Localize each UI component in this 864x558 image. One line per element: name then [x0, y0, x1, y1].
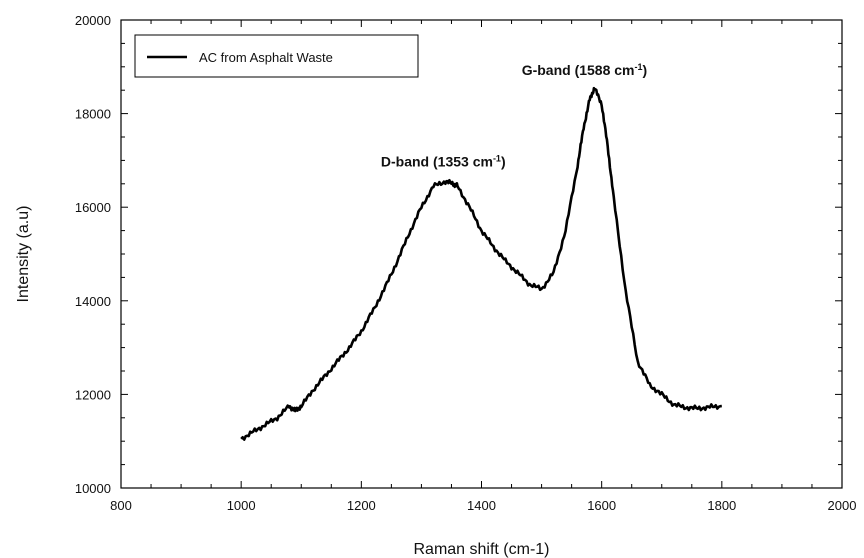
plot-frame — [120, 19, 843, 489]
d-band-annotation: D-band (1353 cm-1) — [381, 153, 506, 169]
x-tick-label: 2000 — [828, 498, 857, 513]
y-tick-label: 12000 — [75, 387, 111, 402]
y-tick-label: 20000 — [75, 13, 111, 28]
y-tick-label: 10000 — [75, 481, 111, 496]
axes — [120, 19, 843, 489]
y-tick-label: 14000 — [75, 294, 111, 309]
legend-label: AC from Asphalt Waste — [199, 50, 333, 65]
x-tick-label: 1800 — [707, 498, 736, 513]
y-axis-title: Intensity (a.u) — [15, 206, 32, 303]
x-axis-title: Raman shift (cm-1) — [413, 541, 549, 558]
g-band-annotation: G-band (1588 cm-1) — [522, 62, 648, 78]
x-ticks: 800 1000 1200 1400 1600 1800 2000 — [110, 20, 856, 513]
y-tick-label: 18000 — [75, 107, 111, 122]
y-tick-label: 16000 — [75, 200, 111, 215]
series-group — [240, 86, 722, 441]
legend: AC from Asphalt Waste — [134, 34, 419, 78]
x-tick-label: 1000 — [227, 498, 256, 513]
legend-box — [134, 34, 419, 78]
series-line — [240, 86, 722, 441]
y-ticks: 10000 12000 14000 16000 18000 20000 — [75, 13, 842, 496]
x-tick-label: 800 — [110, 498, 132, 513]
x-tick-label: 1200 — [347, 498, 376, 513]
x-tick-label: 1600 — [587, 498, 616, 513]
x-tick-label: 1400 — [467, 498, 496, 513]
